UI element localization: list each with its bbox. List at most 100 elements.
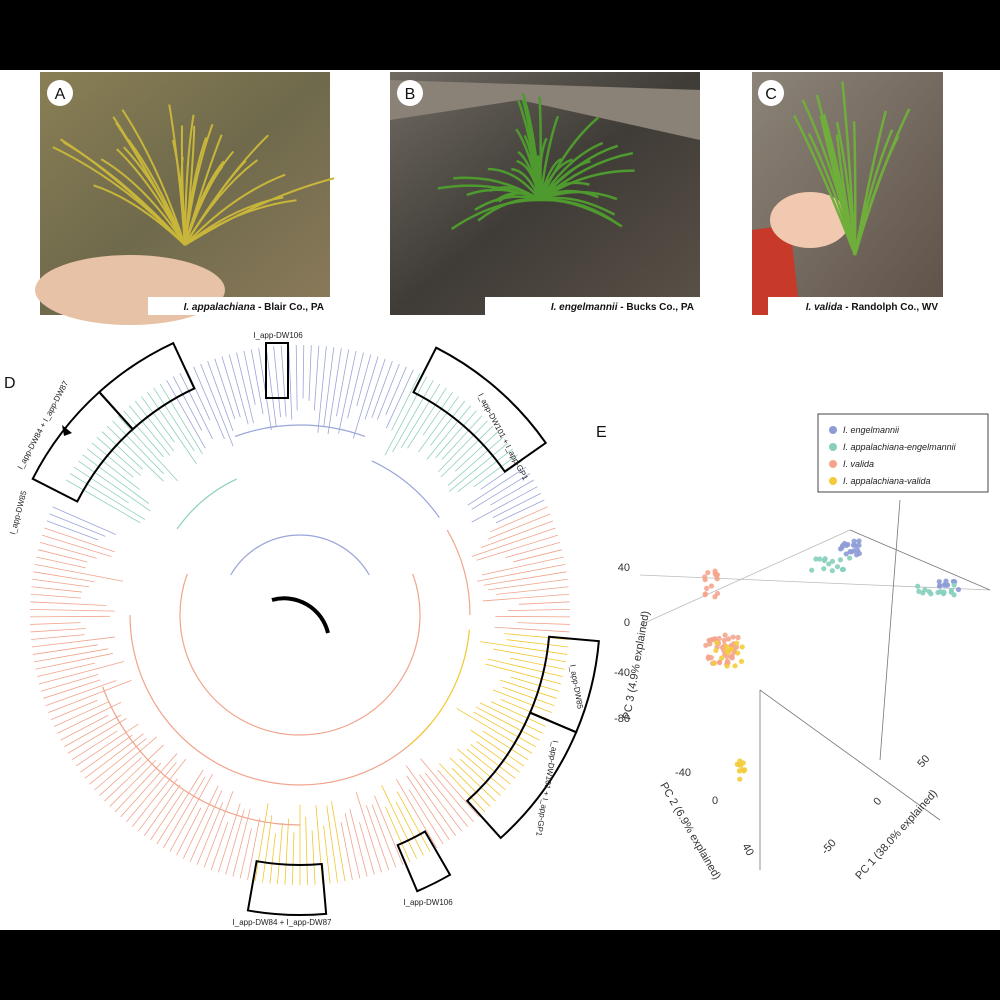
branch-tip [247, 818, 261, 880]
point [843, 542, 849, 549]
leaf [437, 184, 541, 202]
point [821, 557, 828, 564]
axis-line [849, 529, 991, 591]
branch-tip [338, 350, 357, 434]
branch-tip [134, 400, 174, 452]
point [829, 568, 835, 574]
branch-tip [172, 376, 203, 431]
branch-tip [490, 506, 548, 533]
point [935, 589, 941, 596]
branch-tip [490, 479, 535, 506]
leaf [539, 190, 618, 202]
branch-tip [418, 396, 460, 453]
leaf [835, 122, 857, 256]
point [741, 768, 747, 774]
photo-a: I. appalachiana - Blair Co., PA A [35, 72, 335, 325]
branch-tip [31, 586, 82, 593]
branch-tip [518, 601, 570, 605]
branch-tip [30, 615, 110, 618]
point [944, 582, 951, 588]
caption-box [148, 297, 330, 315]
legend-label: I. appalachiana-valida [843, 476, 931, 486]
branch-tip [323, 825, 331, 884]
point [711, 660, 717, 666]
branch-arc [408, 629, 470, 746]
legend-swatch [829, 443, 837, 451]
branch-arc [102, 686, 301, 826]
branch-tip [78, 460, 151, 512]
point [813, 556, 819, 562]
branch-tip [84, 733, 144, 779]
leaf [180, 125, 186, 246]
point [724, 663, 730, 669]
branch-tip [327, 348, 342, 435]
branch-tip [67, 718, 127, 754]
branch-tip [505, 542, 561, 559]
branch-tip [49, 513, 106, 537]
branch-tip [499, 679, 557, 699]
clade-box [265, 342, 289, 399]
clade-box [396, 830, 452, 893]
branch-tip [35, 653, 113, 670]
branch-tip [50, 699, 98, 720]
caption-box [768, 297, 943, 315]
point [955, 586, 962, 593]
point [817, 556, 823, 562]
leaf [184, 173, 286, 246]
branch-tip [365, 805, 390, 871]
branch-tip [308, 345, 312, 401]
leaf [184, 160, 225, 246]
leaf [538, 141, 604, 201]
branch-tip [32, 644, 99, 655]
point [705, 570, 711, 576]
branch-tip [391, 372, 421, 431]
leaf [852, 121, 857, 256]
branch-tip [473, 711, 536, 748]
point [847, 555, 853, 561]
branch-tip [419, 774, 463, 832]
branch-tip [94, 736, 157, 791]
branch-tip [200, 363, 234, 447]
branch-tip [193, 366, 225, 440]
branch-tip [120, 753, 178, 818]
caption: I. engelmannii - Bucks Co., PA [551, 302, 694, 313]
point [721, 637, 727, 644]
point [737, 776, 743, 782]
leaf [100, 158, 186, 246]
location: - Bucks Co., PA [620, 302, 694, 313]
branch-tip [496, 586, 569, 595]
branch-tip [392, 380, 434, 453]
leaf [450, 198, 541, 230]
point [951, 592, 957, 598]
branch-tip [156, 769, 204, 845]
branch-tip [104, 744, 164, 802]
branch-tip [371, 804, 397, 868]
leaves [793, 81, 911, 256]
legend-box [817, 413, 989, 493]
branch-tip [386, 369, 414, 429]
branch-tip [349, 808, 368, 877]
branch-tip [112, 420, 164, 474]
branch-tip [470, 729, 525, 767]
leaf [793, 114, 857, 256]
leaf [539, 196, 616, 216]
location: - Randolph Co., WV [845, 302, 938, 313]
branch-tip [225, 809, 245, 875]
branch-tip [96, 436, 142, 476]
panel-letter: D [4, 375, 16, 392]
legend-swatch [829, 477, 837, 485]
branch-tip [34, 648, 109, 663]
point [853, 543, 859, 549]
branch-tip [159, 383, 203, 455]
branch-tip [91, 442, 134, 478]
caption-box [485, 297, 700, 315]
point [916, 588, 922, 594]
point [853, 552, 860, 558]
tick-label: 0 [624, 617, 630, 629]
branch-tip [137, 778, 178, 832]
branch-tip [513, 549, 563, 563]
tick-label: 40 [739, 842, 756, 859]
branch-tip [471, 486, 538, 523]
branch-tip [262, 814, 273, 883]
branch-tip [131, 758, 187, 827]
